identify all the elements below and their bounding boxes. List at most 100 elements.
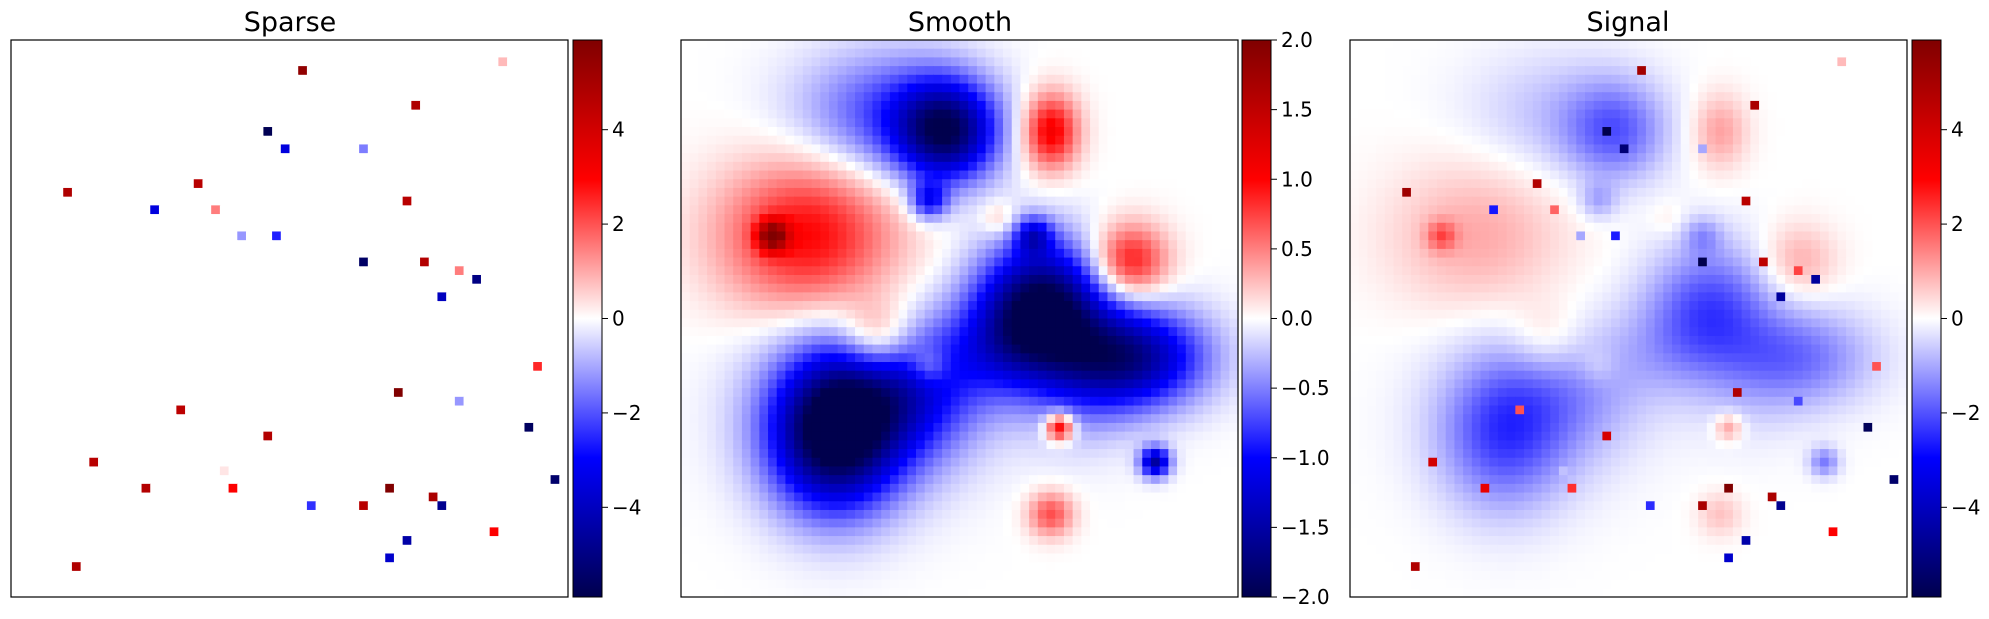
sparse-cell — [393, 318, 404, 328]
sparse-cell — [98, 153, 108, 163]
sparse-cell — [463, 562, 473, 572]
smooth-cell — [1168, 100, 1178, 111]
sparse-cell — [315, 588, 325, 598]
smooth-cell — [976, 74, 987, 85]
sparse-cell — [376, 449, 386, 459]
sparse-cell — [367, 301, 378, 311]
sparse-cell — [167, 74, 177, 85]
sparse-cell — [385, 248, 395, 259]
sparse-cell — [228, 492, 238, 502]
smooth-cell — [863, 57, 874, 67]
sparse-cell — [446, 100, 456, 111]
sparse-cell — [315, 335, 325, 346]
sparse-cell — [98, 457, 108, 468]
sparse-cell — [446, 74, 456, 85]
sparse-cell — [272, 449, 282, 459]
sparse-cell — [202, 187, 212, 198]
sparse-cell — [411, 483, 421, 494]
sparse-cell — [150, 40, 160, 50]
sparse-cell — [132, 475, 143, 485]
smooth-cell — [907, 109, 917, 119]
sparse-cell — [115, 562, 125, 572]
sparse-cell — [446, 579, 456, 589]
smooth-cell — [1011, 144, 1022, 154]
smooth-cell — [846, 92, 856, 102]
smooth-cell — [768, 57, 778, 67]
sparse-cell — [19, 579, 29, 589]
smooth-cell — [698, 57, 708, 67]
sparse-cell — [402, 205, 412, 215]
sparse-cell — [359, 344, 369, 354]
sparse-cell — [350, 118, 360, 128]
sparse-cell — [211, 127, 221, 137]
sparse-cell — [376, 231, 386, 241]
smooth-cell — [1159, 100, 1169, 111]
sparse-cell — [37, 118, 47, 128]
sparse-cell — [550, 588, 560, 598]
sparse-cell — [341, 422, 352, 433]
sparse-cell — [71, 353, 82, 363]
sparse-cell — [254, 57, 264, 67]
sparse-cell — [541, 109, 552, 119]
sparse-cell — [37, 205, 47, 215]
sparse-cell — [350, 248, 360, 259]
sparse-cell — [211, 414, 221, 424]
sparse-cell — [541, 309, 552, 320]
sparse-cell — [367, 257, 378, 267]
sparse-cell — [272, 283, 282, 293]
smooth-cell — [976, 118, 987, 128]
sparse-cell — [158, 135, 169, 146]
sparse-cell — [237, 48, 247, 58]
sparse-cell — [167, 422, 177, 433]
sparse-cell — [280, 344, 291, 354]
sparse-cell — [393, 66, 404, 76]
smooth-cell — [1063, 74, 1074, 85]
sparse-cell — [341, 457, 352, 468]
sparse-cell — [19, 74, 29, 85]
sparse-cell — [254, 266, 264, 276]
sparse-cell — [211, 205, 221, 215]
smooth-cell — [976, 135, 987, 146]
smooth-cell — [959, 92, 969, 102]
sparse-cell — [176, 440, 186, 450]
sparse-cell — [37, 92, 47, 102]
sparse-cell — [80, 74, 90, 85]
sparse-cell — [167, 309, 177, 320]
sparse-cell — [454, 283, 465, 293]
sparse-cell — [280, 544, 291, 555]
sparse-cell — [89, 161, 99, 172]
sparse-cell — [533, 318, 543, 328]
sparse-cell — [115, 170, 125, 180]
sparse-cell — [559, 74, 569, 85]
smooth-cell — [802, 100, 813, 111]
sparse-cell — [106, 318, 117, 328]
sparse-cell — [333, 396, 343, 407]
sparse-cell — [524, 492, 534, 502]
sparse-cell — [306, 127, 317, 137]
sparse-cell — [132, 509, 143, 520]
smooth-cell — [698, 127, 708, 137]
sparse-cell — [315, 431, 325, 441]
smooth-cell — [1142, 40, 1152, 50]
smooth-cell — [994, 48, 1004, 58]
sparse-cell — [472, 266, 482, 276]
sparse-cell — [559, 92, 569, 102]
sparse-cell — [524, 92, 534, 102]
sparse-cell — [219, 553, 230, 563]
sparse-cell — [333, 379, 343, 389]
sparse-cell — [350, 48, 360, 58]
sparse-cell — [71, 440, 82, 450]
sparse-cell — [428, 501, 439, 511]
sparse-cell — [524, 240, 534, 250]
sparse-cell — [193, 248, 204, 259]
sparse-cell — [480, 318, 491, 328]
sparse-cell — [237, 579, 247, 589]
sparse-cell — [359, 153, 369, 163]
sparse-cell — [559, 170, 569, 180]
sparse-cell — [420, 161, 430, 172]
sparse-cell — [341, 327, 352, 337]
sparse-cell — [350, 135, 360, 146]
sparse-cell — [333, 205, 343, 215]
sparse-cell — [185, 205, 195, 215]
sparse-cell — [489, 536, 499, 546]
